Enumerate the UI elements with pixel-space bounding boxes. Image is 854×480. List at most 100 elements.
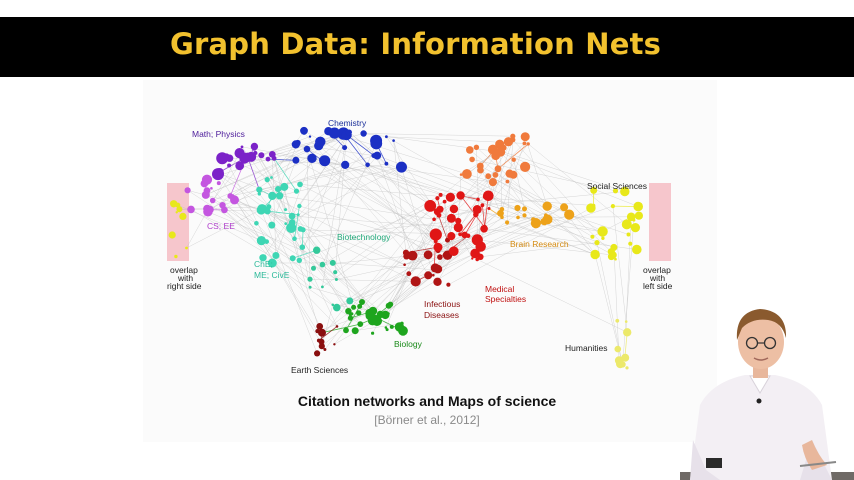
- graph-node: [614, 345, 622, 353]
- graph-node: [497, 209, 504, 217]
- graph-node: [387, 301, 394, 308]
- label-chemistry: Chemistry: [328, 118, 367, 128]
- graph-node: [176, 206, 183, 213]
- graph-node: [505, 179, 510, 184]
- graph-node: [590, 234, 595, 239]
- graph-node: [174, 254, 178, 259]
- label-earth-sciences: Earth Sciences: [291, 365, 348, 375]
- graph-node: [394, 322, 405, 332]
- graph-node: [240, 145, 244, 149]
- graph-node: [620, 186, 630, 197]
- graph-node: [480, 225, 488, 233]
- graph-node: [259, 254, 267, 262]
- graph-node: [514, 204, 521, 212]
- label-social-sciences: Social Sciences: [587, 181, 647, 191]
- graph-node: [511, 157, 516, 162]
- graph-node: [610, 204, 616, 209]
- graph-node: [345, 308, 352, 315]
- graph-node: [505, 220, 510, 225]
- map-labels: Math; Physics Chemistry CS; EE ChE; ME; …: [167, 118, 673, 375]
- graph-node: [297, 181, 303, 188]
- graph-node: [516, 215, 520, 220]
- graph-node: [308, 135, 312, 138]
- graph-node: [168, 231, 176, 239]
- graph-node: [438, 192, 443, 197]
- graph-node: [540, 218, 548, 226]
- graph-node: [321, 285, 324, 289]
- graph-node: [433, 208, 441, 216]
- label-math-physics: Math; Physics: [192, 129, 245, 139]
- graph-node: [522, 213, 527, 218]
- graph-node: [619, 361, 626, 368]
- graph-node: [446, 282, 451, 287]
- label-overlap-right-1: overlap: [170, 265, 198, 275]
- graph-node: [437, 254, 443, 260]
- graph-node: [610, 243, 618, 251]
- graph-node: [622, 355, 628, 360]
- graph-node: [396, 161, 407, 173]
- citation-network-graph: Math; Physics Chemistry CS; EE ChE; ME; …: [167, 118, 673, 375]
- presenter-hand: [802, 440, 827, 470]
- graph-node: [256, 236, 266, 246]
- graph-node: [313, 246, 321, 254]
- graph-node: [235, 161, 245, 171]
- graph-node: [272, 252, 280, 259]
- graph-node: [590, 249, 600, 260]
- graph-node: [432, 268, 436, 272]
- graph-node: [520, 161, 531, 172]
- graph-node: [258, 152, 265, 159]
- graph-node: [487, 207, 491, 210]
- graph-node: [471, 257, 474, 260]
- graph-node: [389, 324, 394, 329]
- graph-node: [334, 278, 338, 281]
- graph-node: [430, 263, 440, 273]
- graph-node: [356, 310, 362, 316]
- graph-node: [387, 312, 390, 315]
- graph-node: [634, 211, 644, 220]
- graph-node: [485, 173, 492, 180]
- graph-node: [280, 182, 289, 191]
- graph-node: [179, 212, 187, 220]
- graph-node: [299, 244, 306, 250]
- graph-node: [296, 257, 302, 263]
- graph-node: [292, 236, 297, 241]
- graph-node: [318, 328, 326, 337]
- graph-node: [432, 217, 436, 222]
- graph-node: [614, 257, 617, 261]
- graph-node: [216, 181, 221, 186]
- graph-node: [469, 156, 475, 163]
- graph-node: [410, 276, 421, 287]
- graph-node: [357, 303, 363, 309]
- graph-node: [365, 162, 370, 168]
- graph-node: [323, 348, 327, 351]
- graph-node: [449, 204, 459, 214]
- graph-node: [384, 161, 389, 166]
- graph-node: [392, 139, 395, 142]
- graph-node: [407, 250, 418, 261]
- graph-node: [227, 163, 232, 168]
- graph-node: [623, 328, 632, 337]
- graph-node: [346, 297, 354, 305]
- graph-node: [594, 240, 600, 246]
- graph-node: [329, 259, 336, 266]
- graph-node: [385, 135, 388, 139]
- graph-node: [333, 303, 341, 312]
- graph-node: [453, 222, 463, 233]
- graph-node: [291, 140, 300, 149]
- label-diseases: Diseases: [424, 310, 459, 320]
- graph-node: [307, 276, 313, 282]
- graph-node: [522, 206, 527, 212]
- graph-node: [429, 228, 442, 241]
- graph-node: [342, 145, 348, 151]
- graph-node: [318, 338, 325, 345]
- graph-node: [458, 232, 462, 237]
- lapel-microphone: [756, 398, 762, 404]
- presenter-hair: [736, 309, 787, 340]
- graph-node: [315, 136, 326, 147]
- overlap-box-left: [167, 183, 189, 261]
- graph-node: [510, 137, 516, 143]
- graph-node: [303, 145, 311, 153]
- graph-node: [510, 133, 516, 139]
- graph-node: [203, 204, 212, 213]
- graph-node: [314, 350, 321, 357]
